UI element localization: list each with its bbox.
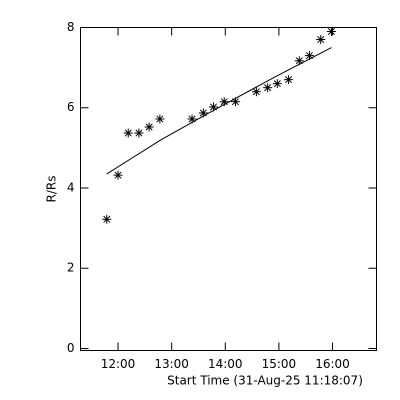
asterisk-stroke xyxy=(264,84,272,92)
y-tick-label: 6 xyxy=(67,100,75,114)
asterisk-stroke xyxy=(317,36,325,44)
asterisk-stroke xyxy=(285,76,293,84)
asterisk-point xyxy=(113,170,123,180)
asterisk-point xyxy=(123,128,133,138)
asterisk-stroke xyxy=(231,98,239,106)
asterisk-stroke xyxy=(135,129,143,137)
asterisk-stroke xyxy=(145,123,153,131)
asterisk-stroke xyxy=(114,171,122,179)
asterisk-point xyxy=(251,87,261,97)
x-tick-label: 12:00 xyxy=(101,357,136,371)
asterisk-stroke xyxy=(295,57,303,65)
asterisk-stroke xyxy=(199,109,207,117)
asterisk-point xyxy=(102,214,112,224)
x-tick-label: 14:00 xyxy=(208,357,243,371)
asterisk-stroke xyxy=(156,115,164,123)
asterisk-point xyxy=(263,83,273,93)
asterisk-point xyxy=(155,114,165,124)
asterisk-stroke xyxy=(188,115,196,123)
asterisk-point xyxy=(316,35,326,45)
asterisk-point xyxy=(272,79,282,89)
asterisk-point xyxy=(144,122,154,132)
x-axis-label: Start Time (31-Aug-25 11:18:07) xyxy=(167,374,363,388)
asterisk-stroke xyxy=(209,103,217,111)
asterisk-stroke xyxy=(305,52,313,60)
x-tick-label: 16:00 xyxy=(315,357,350,371)
x-tick-label: 13:00 xyxy=(154,357,189,371)
asterisk-stroke xyxy=(273,80,281,88)
x-tick-label: 15:00 xyxy=(262,357,297,371)
asterisk-stroke xyxy=(220,98,228,106)
asterisk-stroke xyxy=(327,28,335,36)
y-tick-label: 4 xyxy=(67,180,75,194)
asterisk-stroke xyxy=(124,129,132,137)
y-tick-label: 0 xyxy=(67,341,75,355)
y-tick-label: 8 xyxy=(67,20,75,34)
asterisk-stroke xyxy=(103,215,111,223)
asterisk-stroke xyxy=(252,88,260,96)
y-tick-label: 2 xyxy=(67,261,75,275)
fit-line xyxy=(106,47,332,175)
y-axis-label: R/Rs xyxy=(45,176,59,203)
asterisk-point xyxy=(134,128,144,138)
asterisk-point xyxy=(326,27,336,37)
plot-frame xyxy=(80,27,377,351)
asterisk-point xyxy=(284,75,294,85)
